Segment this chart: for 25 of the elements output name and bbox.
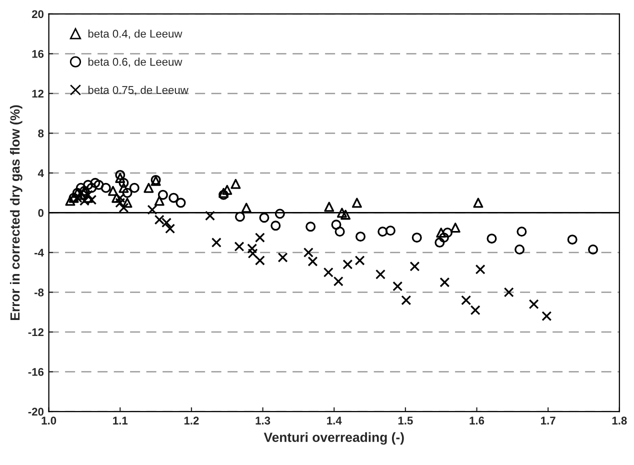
legend-label: beta 0.6, de Leeuw [88, 58, 182, 68]
x-tick-label: 1.5 [398, 416, 413, 425]
y-tick-label: 16 [32, 50, 44, 58]
y-tick-label: -16 [28, 368, 44, 376]
x-tick-label: 1.4 [327, 416, 342, 424]
x-tick-label: 1.0 [42, 416, 56, 425]
y-tick-label: -4 [34, 248, 44, 257]
y-tick-label: 4 [38, 169, 44, 178]
x-tick-label: 1.8 [612, 416, 627, 425]
x-axis-title: Venturi overreading (-) [264, 432, 404, 445]
y-tick-label: -20 [28, 408, 44, 416]
legend-label: beta 0.75, de Leeuw [88, 86, 188, 96]
y-tick-label: 8 [38, 129, 44, 138]
y-axis-title: Error in corrected dry gas flow (%) [10, 105, 22, 320]
y-tick-label: 12 [32, 90, 44, 98]
y-tick-label: -12 [28, 328, 44, 336]
x-tick-label: 1.7 [541, 416, 556, 424]
x-tick-label: 1.6 [470, 416, 484, 425]
legend-label: beta 0.4, de Leeuw [88, 30, 182, 39]
y-tick-label: -8 [34, 288, 44, 296]
y-tick-label: 0 [38, 209, 44, 217]
x-tick-label: 1.1 [113, 416, 128, 424]
x-tick-label: 1.2 [184, 416, 199, 424]
x-tick-label: 1.3 [256, 416, 270, 425]
y-tick-label: 20 [32, 10, 44, 18]
